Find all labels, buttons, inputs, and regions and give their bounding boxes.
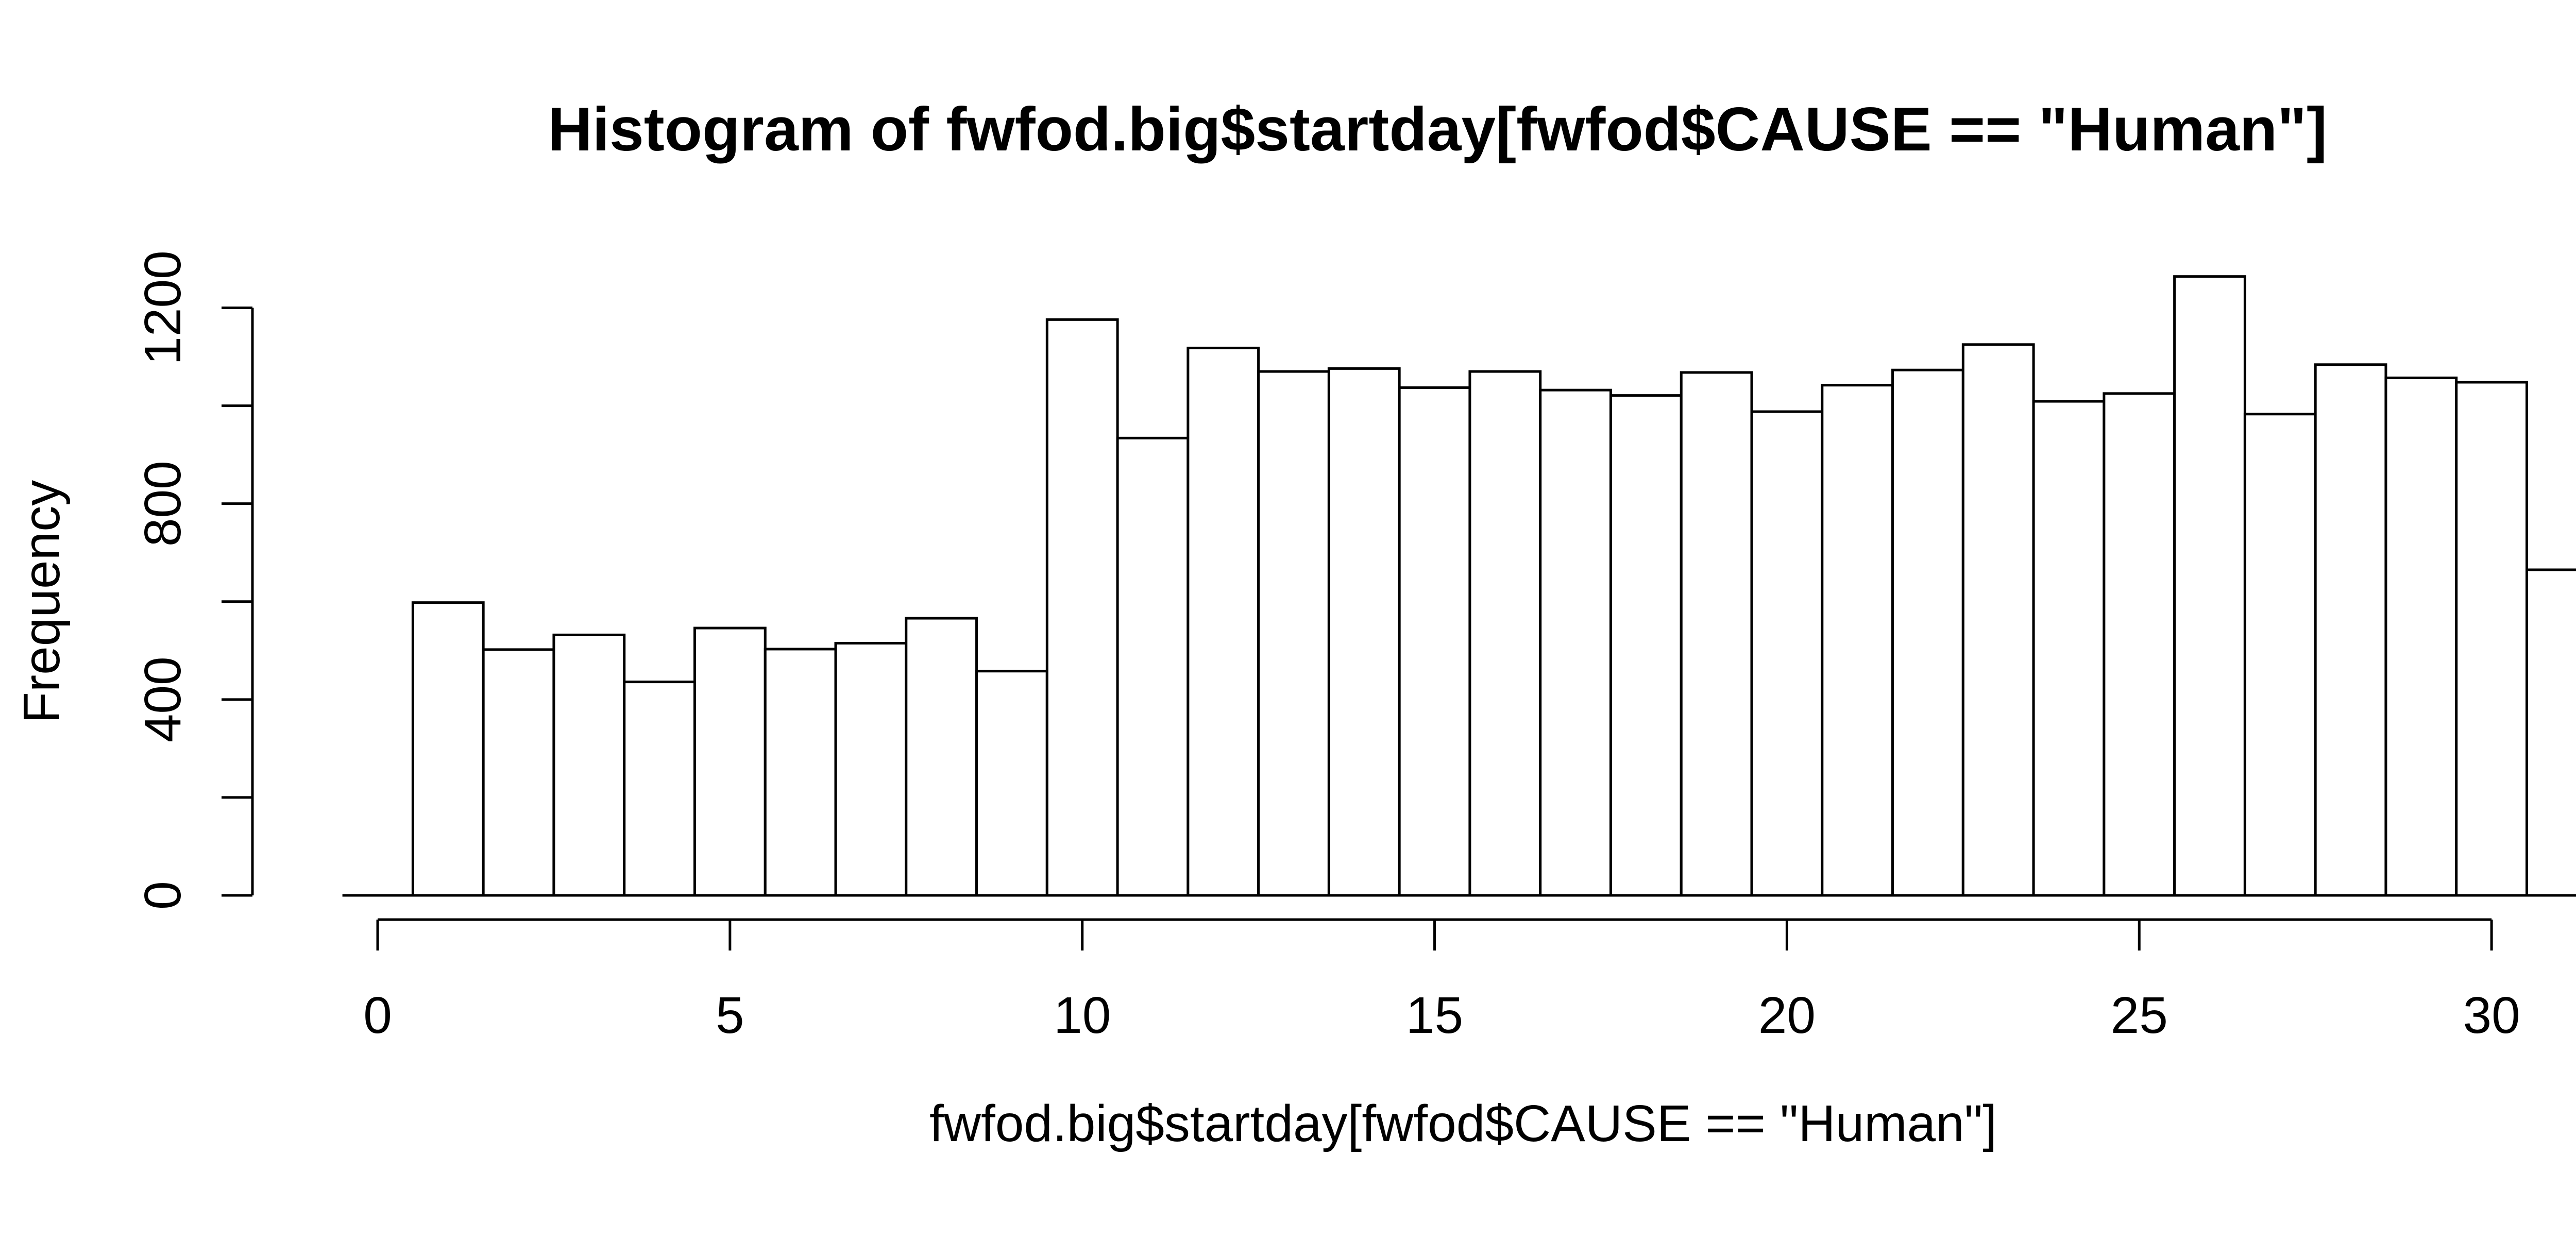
histogram-bar: [1961, 343, 2035, 897]
histogram-bar: [905, 617, 978, 897]
histogram-bar: [1257, 370, 1330, 897]
x-tick-label: 15: [1406, 987, 1463, 1044]
y-tick-label: 800: [134, 461, 192, 547]
y-tick-label: 400: [134, 656, 192, 742]
histogram-bar: [2032, 400, 2106, 897]
x-tick-label: 0: [363, 987, 392, 1044]
axes-layer: 0 5 10 15 20 25 30 0 400 800 1200: [134, 250, 2520, 1044]
histogram-bar: [1468, 370, 1542, 897]
histogram-bar: [552, 633, 626, 897]
y-tick-label: 1200: [134, 250, 192, 365]
chart-title: Histogram of fwfod.big$startday[fwfod$CA…: [548, 95, 2327, 164]
histogram-bar: [1680, 371, 1753, 897]
histogram-bar: [623, 681, 696, 897]
histogram-bar: [2314, 363, 2387, 897]
histogram-bar: [1539, 388, 1612, 897]
x-tick-label: 20: [1758, 987, 1816, 1044]
x-tick-label: 10: [1054, 987, 1111, 1044]
histogram-bar: [2173, 275, 2246, 897]
histogram-bar: [1398, 386, 1471, 897]
histogram-bar: [1750, 410, 1824, 897]
histogram-bar: [1327, 367, 1401, 897]
y-tick-label: 0: [134, 881, 192, 910]
histogram-bar: [2243, 413, 2317, 897]
histogram-bar: [2455, 381, 2528, 897]
histogram-bar: [2384, 376, 2458, 897]
histogram-bar: [764, 648, 837, 897]
histogram-bar: [1891, 368, 1964, 897]
histogram-bar: [482, 648, 555, 897]
x-tick-label: 5: [716, 987, 744, 1044]
x-tick-label: 25: [2111, 987, 2168, 1044]
x-tick-label: 30: [2463, 987, 2520, 1044]
histogram-bar: [1821, 384, 1894, 897]
histogram-bar: [2525, 568, 2576, 897]
histogram-bar: [1609, 394, 1683, 897]
histogram-bar: [1116, 436, 1190, 897]
y-axis-label: Frequency: [13, 480, 71, 723]
bars-layer: [342, 275, 2576, 897]
x-axis-label: fwfod.big$startday[fwfod$CAUSE == "Human…: [929, 1095, 1997, 1152]
histogram-bar: [2103, 392, 2176, 897]
histogram-bar: [693, 626, 767, 897]
histogram-bar: [975, 670, 1048, 897]
histogram-bar: [1045, 318, 1119, 897]
histogram-bar: [411, 601, 485, 897]
histogram-bar: [1187, 346, 1260, 897]
histogram-bar: [834, 642, 908, 897]
